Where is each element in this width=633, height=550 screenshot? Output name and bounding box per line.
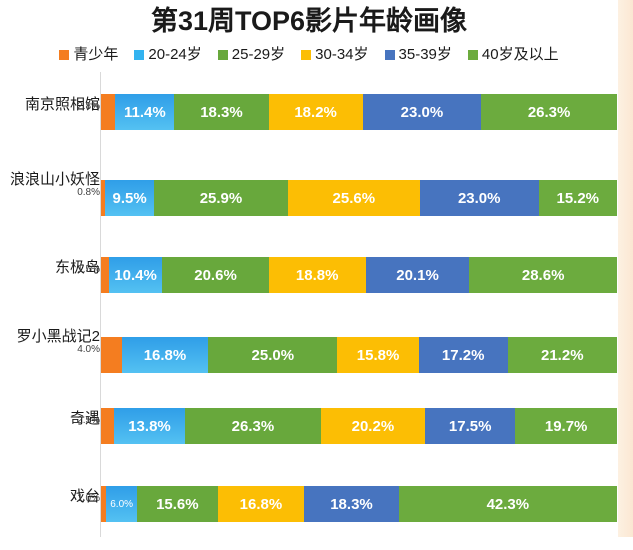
- bar-segment-5-3[interactable]: 16.8%: [217, 486, 305, 522]
- legend-label-0: 青少年: [73, 46, 119, 63]
- stacked-bar-5[interactable]: 6.0% 15.6% 16.8% 18.3% 42.3%: [101, 486, 617, 522]
- bar-segment-3-0[interactable]: [101, 337, 122, 373]
- bar-segment-5-5[interactable]: 42.3%: [398, 486, 617, 522]
- category-label-4: 奇遇: [69, 410, 100, 427]
- bar-segment-0-1[interactable]: 11.4%: [115, 94, 175, 130]
- bar-segment-3-5[interactable]: 21.2%: [507, 337, 617, 373]
- bar-segment-1-5[interactable]: 15.2%: [538, 180, 617, 216]
- legend-item-4[interactable]: 35-39岁: [384, 46, 452, 64]
- legend-label-2: 25-29岁: [231, 46, 286, 63]
- segment-value-label-4-0: 2.5%: [77, 415, 100, 426]
- legend-item-1[interactable]: 20-24岁: [134, 46, 202, 64]
- chart-row: 罗小黑战记2 4.0% 16.8% 25.0% 15.8% 17.2% 21.2%: [0, 315, 618, 393]
- bar-segment-4-4[interactable]: 17.5%: [425, 408, 516, 444]
- bar-segment-2-4[interactable]: 20.1%: [365, 257, 470, 293]
- category-label-0: 南京照相馆: [24, 96, 100, 113]
- bar-segment-2-5[interactable]: 28.6%: [469, 257, 617, 293]
- stacked-bar-2[interactable]: 10.4% 20.6% 18.8% 20.1% 28.6%: [101, 257, 617, 293]
- legend-item-3[interactable]: 30-34岁: [301, 46, 369, 64]
- bar-segment-5-0[interactable]: [101, 486, 107, 522]
- category-label-1: 浪浪山小妖怪: [9, 171, 100, 188]
- legend-label-4: 35-39岁: [398, 46, 452, 63]
- bar-segment-1-1[interactable]: 9.5%: [105, 180, 155, 216]
- bar-segment-2-1[interactable]: 10.4%: [108, 257, 163, 293]
- bar-segment-5-2[interactable]: 15.6%: [137, 486, 218, 522]
- category-label-3: 罗小黑战记2: [16, 328, 100, 345]
- bar-segment-4-1[interactable]: 13.8%: [113, 408, 186, 444]
- chart-title: 第31周TOP6影片年龄画像: [150, 6, 468, 36]
- bar-segment-4-0[interactable]: [101, 408, 114, 444]
- chart-row: 浪浪山小妖怪 0.8% 9.5% 25.9% 25.6% 23.0% 15.2%: [0, 160, 618, 238]
- bar-segment-3-2[interactable]: 25.0%: [208, 337, 338, 373]
- bar-segment-2-3[interactable]: 18.8%: [268, 257, 366, 293]
- bar-segment-1-0[interactable]: [101, 180, 106, 216]
- category-axis-line: [100, 72, 101, 537]
- segment-value-label-2-0: 1.5%: [77, 264, 100, 275]
- legend-swatch-icon-2: [217, 50, 228, 60]
- chart-row: 奇遇 2.5% 13.8% 26.3% 20.2% 17.5% 19.7%: [0, 394, 618, 472]
- chart-container: 第31周TOP6影片年龄画像 青少年 20-24岁 25-29岁 30-34岁 …: [0, 0, 633, 537]
- segment-value-label-3-0: 4.0%: [77, 344, 100, 355]
- bar-segment-2-2[interactable]: 20.6%: [162, 257, 269, 293]
- right-edge-strip: [618, 0, 633, 537]
- bar-segment-1-4[interactable]: 23.0%: [419, 180, 539, 216]
- bar-segment-0-3[interactable]: 18.2%: [268, 94, 363, 130]
- legend-item-2[interactable]: 25-29岁: [217, 46, 286, 64]
- chart-row: 东极岛 1.5% 10.4% 20.6% 18.8% 20.1% 28.6%: [0, 237, 618, 315]
- legend-swatch-icon-0: [59, 50, 70, 60]
- stacked-bar-0[interactable]: 11.4% 18.3% 18.2% 23.0% 26.3%: [101, 94, 617, 130]
- segment-value-label-1-0: 0.8%: [77, 187, 100, 198]
- bar-segment-1-2[interactable]: 25.9%: [154, 180, 288, 216]
- bar-segment-4-3[interactable]: 20.2%: [320, 408, 426, 444]
- legend-label-5: 40岁及以上: [481, 46, 559, 63]
- bar-segment-5-1[interactable]: 6.0%: [106, 486, 138, 522]
- stacked-bar-4[interactable]: 13.8% 26.3% 20.2% 17.5% 19.7%: [101, 408, 617, 444]
- chart-row: 戏台 1.0% 6.0% 15.6% 16.8% 18.3% 42.3%: [0, 472, 618, 550]
- bar-segment-0-5[interactable]: 26.3%: [481, 94, 617, 130]
- segment-value-label-5-0: 1.0%: [77, 493, 100, 504]
- bar-segment-4-2[interactable]: 26.3%: [185, 408, 321, 444]
- bar-segment-4-5[interactable]: 19.7%: [515, 408, 617, 444]
- legend-label-3: 30-34岁: [315, 46, 369, 63]
- bar-segment-0-4[interactable]: 23.0%: [362, 94, 482, 130]
- legend-swatch-icon-1: [134, 50, 145, 60]
- bar-segment-1-3[interactable]: 25.6%: [287, 180, 420, 216]
- segment-value-label-0-0: 2.8%: [77, 101, 100, 112]
- bar-segment-2-0[interactable]: [101, 257, 109, 293]
- legend-swatch-icon-4: [384, 50, 395, 60]
- legend-item-0[interactable]: 青少年: [59, 46, 118, 64]
- bar-segment-0-0[interactable]: [101, 94, 116, 130]
- legend-swatch-icon-5: [467, 50, 478, 60]
- legend-item-5[interactable]: 40岁及以上: [467, 46, 559, 64]
- category-label-5: 戏台: [69, 488, 100, 505]
- plot-area: 南京照相馆 2.8% 11.4% 18.3% 18.2% 23.0% 26.3% 浪浪山小妖怪…: [0, 72, 618, 537]
- chart-row: 南京照相馆 2.8% 11.4% 18.3% 18.2% 23.0% 26.3%: [0, 80, 618, 158]
- bar-segment-0-2[interactable]: 18.3%: [174, 94, 269, 130]
- bar-segment-3-1[interactable]: 16.8%: [121, 337, 209, 373]
- bar-segment-5-4[interactable]: 18.3%: [304, 486, 399, 522]
- bar-segment-3-4[interactable]: 17.2%: [418, 337, 508, 373]
- chart-legend: 青少年 20-24岁 25-29岁 30-34岁 35-39岁 40岁及以上: [0, 46, 618, 64]
- legend-label-1: 20-24岁: [148, 46, 202, 63]
- stacked-bar-3[interactable]: 16.8% 25.0% 15.8% 17.2% 21.2%: [101, 337, 617, 373]
- legend-swatch-icon-3: [301, 50, 312, 60]
- stacked-bar-1[interactable]: 9.5% 25.9% 25.6% 23.0% 15.2%: [101, 180, 617, 216]
- bar-segment-3-3[interactable]: 15.8%: [337, 337, 419, 373]
- category-label-2: 东极岛: [54, 259, 100, 276]
